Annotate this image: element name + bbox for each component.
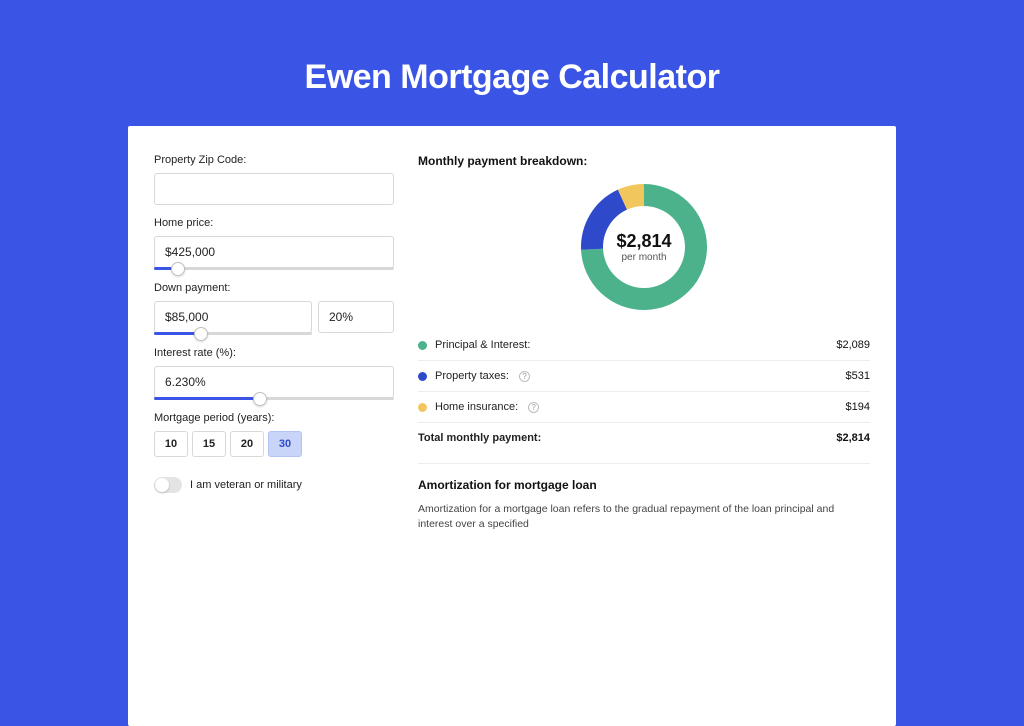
legend-dot-ins	[418, 403, 427, 412]
legend-dot-tax	[418, 372, 427, 381]
down-payment-label: Down payment:	[154, 282, 394, 294]
period-btn-15[interactable]: 15	[192, 431, 226, 457]
legend-value-ins: $194	[846, 401, 870, 413]
veteran-toggle[interactable]	[154, 477, 182, 493]
mortgage-period-options: 10152030	[154, 431, 394, 457]
period-btn-20[interactable]: 20	[230, 431, 264, 457]
legend-total-label: Total monthly payment:	[418, 432, 541, 444]
legend-rows: Principal & Interest: $2,089 Property taxe…	[418, 330, 870, 422]
amortization-section: Amortization for mortgage loan Amortizat…	[418, 463, 870, 531]
page-title: Ewen Mortgage Calculator	[108, 58, 916, 97]
interest-rate-label: Interest rate (%):	[154, 347, 394, 359]
field-down-payment: Down payment:	[154, 282, 394, 335]
legend-label-pi: Principal & Interest:	[435, 339, 530, 351]
field-mortgage-period: Mortgage period (years): 10152030	[154, 412, 394, 457]
legend-value-pi: $2,089	[836, 339, 870, 351]
down-payment-pct-input[interactable]	[318, 301, 394, 333]
breakdown-title: Monthly payment breakdown:	[418, 154, 870, 168]
zip-label: Property Zip Code:	[154, 154, 394, 166]
mortgage-period-label: Mortgage period (years):	[154, 412, 394, 424]
interest-rate-input[interactable]	[154, 366, 394, 398]
veteran-toggle-label: I am veteran or military	[190, 479, 302, 491]
interest-rate-slider[interactable]	[154, 397, 394, 400]
veteran-toggle-knob	[155, 478, 169, 492]
calculator-card: Property Zip Code: Home price: Down paym…	[128, 126, 896, 726]
legend-label-tax: Property taxes:	[435, 370, 509, 382]
veteran-toggle-row: I am veteran or military	[154, 477, 394, 493]
donut-chart: $2,814 per month	[418, 182, 870, 312]
home-price-label: Home price:	[154, 217, 394, 229]
legend-total-row: Total monthly payment: $2,814	[418, 422, 870, 453]
legend-label-ins: Home insurance:	[435, 401, 518, 413]
legend-total-value: $2,814	[836, 432, 870, 444]
amortization-title: Amortization for mortgage loan	[418, 478, 870, 492]
down-payment-slider[interactable]	[154, 332, 312, 335]
home-price-slider[interactable]	[154, 267, 394, 270]
info-icon[interactable]: ?	[528, 402, 539, 413]
donut-center-sub: per month	[621, 252, 666, 263]
amortization-text: Amortization for a mortgage loan refers …	[418, 502, 870, 531]
down-payment-input[interactable]	[154, 301, 312, 333]
legend-value-tax: $531	[846, 370, 870, 382]
field-interest-rate: Interest rate (%):	[154, 347, 394, 400]
info-icon[interactable]: ?	[519, 371, 530, 382]
down-payment-slider-thumb[interactable]	[194, 327, 208, 341]
home-price-slider-thumb[interactable]	[171, 262, 185, 276]
period-btn-30[interactable]: 30	[268, 431, 302, 457]
interest-rate-slider-thumb[interactable]	[253, 392, 267, 406]
legend-dot-pi	[418, 341, 427, 350]
form-column: Property Zip Code: Home price: Down paym…	[154, 154, 394, 726]
field-zip: Property Zip Code:	[154, 154, 394, 205]
period-btn-10[interactable]: 10	[154, 431, 188, 457]
legend-row-pi: Principal & Interest: $2,089	[418, 330, 870, 360]
donut-center-amount: $2,814	[616, 231, 671, 251]
donut-svg: $2,814 per month	[579, 182, 709, 312]
legend-row-tax: Property taxes:? $531	[418, 360, 870, 391]
breakdown-column: Monthly payment breakdown: $2,814 per mo…	[418, 154, 870, 726]
legend-row-ins: Home insurance:? $194	[418, 391, 870, 422]
interest-rate-slider-fill	[154, 397, 260, 400]
home-price-input[interactable]	[154, 236, 394, 268]
zip-input[interactable]	[154, 173, 394, 205]
field-home-price: Home price:	[154, 217, 394, 270]
